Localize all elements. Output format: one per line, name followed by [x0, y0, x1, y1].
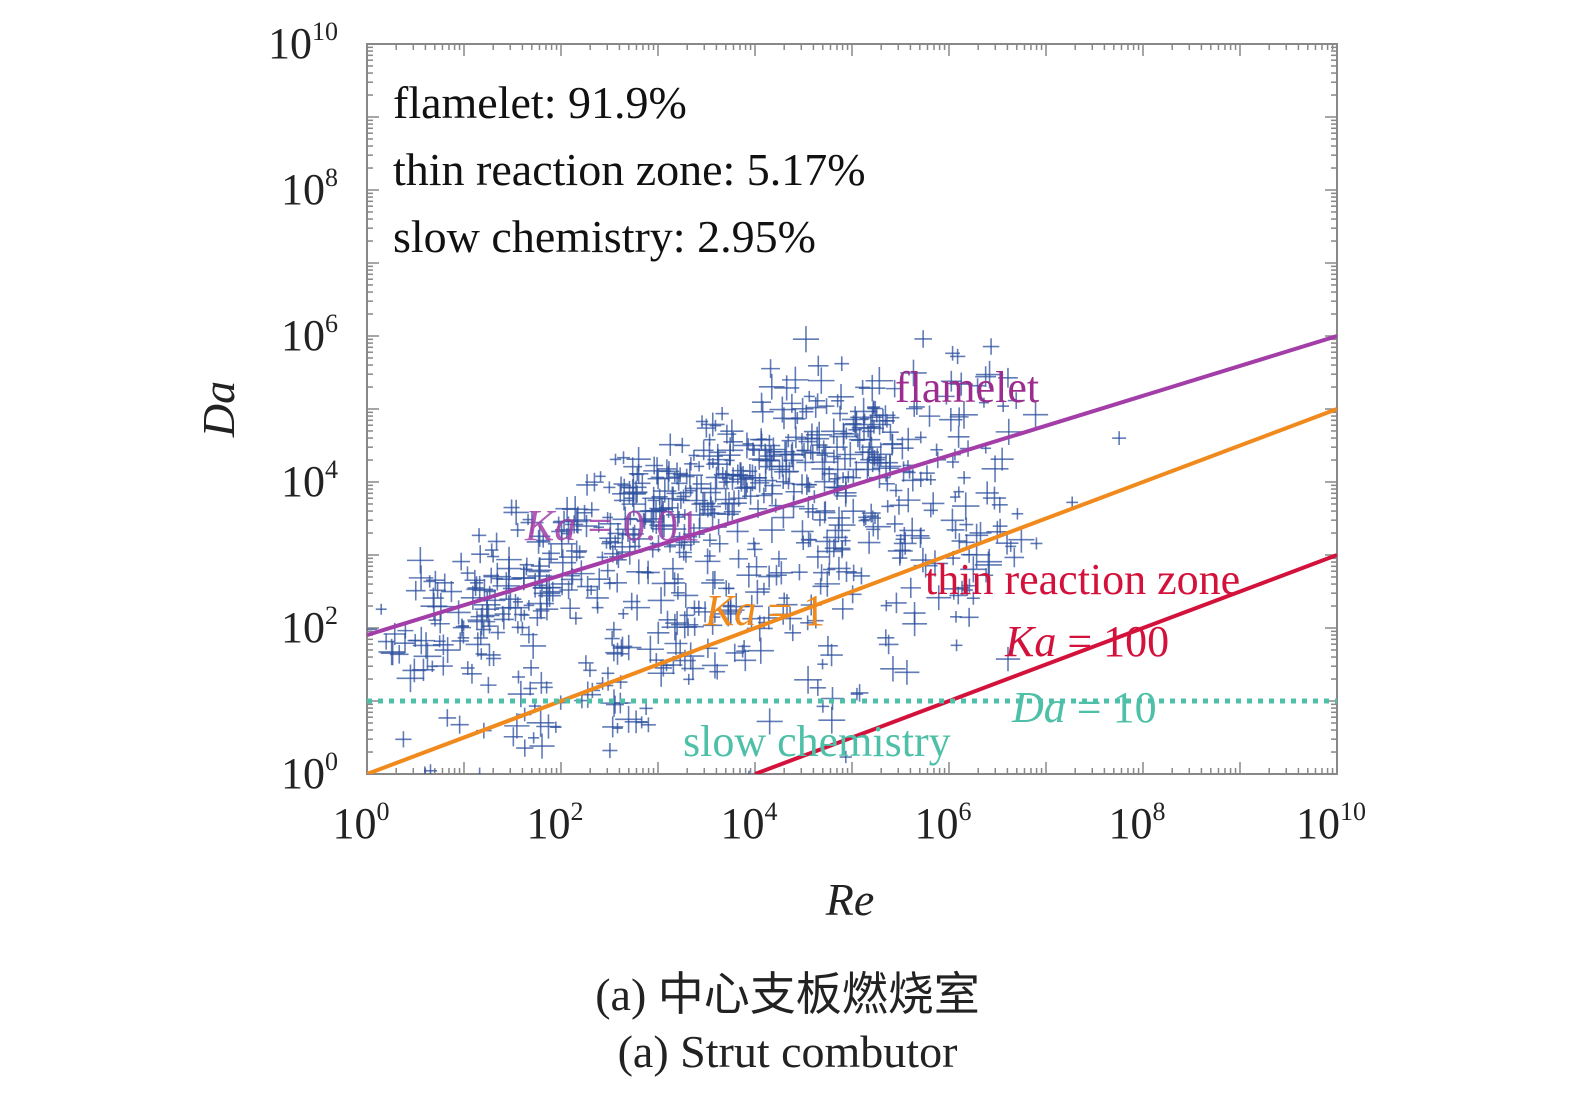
- y-tick-label: 106: [281, 309, 338, 360]
- line-label-da-10: Da = 10: [1011, 683, 1157, 732]
- stat-flamelet: flamelet: 91.9%: [393, 77, 687, 128]
- region-label-slow-chemistry: slow chemistry: [683, 717, 951, 766]
- line-label-ka-0-01: Ka = 0.01: [524, 501, 700, 550]
- region-label-thin-reaction-zone: thin reaction zone: [925, 555, 1240, 604]
- y-tick-label: 108: [281, 163, 338, 214]
- x-tick-label: 104: [721, 797, 778, 848]
- y-tick-label: 1010: [268, 17, 338, 68]
- y-tick-label: 100: [281, 747, 338, 798]
- x-axis-title: Re: [825, 874, 875, 925]
- boundary-line: [754, 553, 1337, 774]
- x-tick-label: 100: [333, 797, 390, 848]
- x-tick-label: 1010: [1296, 797, 1366, 848]
- axis-ticks: 100 102 104 106 108 1010 100 102 104 106 108 1010: [268, 17, 1366, 848]
- x-tick-label: 108: [1109, 797, 1166, 848]
- boundary-line: [367, 407, 1337, 774]
- boundary-lines: [367, 334, 1337, 774]
- caption-english: (a) Strut combutor: [617, 1026, 958, 1077]
- x-tick-label: 102: [527, 797, 584, 848]
- line-label-ka-100: Ka = 100: [1004, 617, 1169, 666]
- y-axis-title: Da: [193, 381, 244, 438]
- line-label-ka-1: Ka = 1: [704, 586, 825, 635]
- stat-thin-reaction-zone: thin reaction zone: 5.17%: [393, 144, 866, 195]
- caption-chinese: (a) 中心支板燃烧室: [595, 969, 980, 1020]
- boundary-line: [367, 334, 1337, 637]
- x-tick-label: 106: [915, 797, 972, 848]
- region-label-flamelet: flamelet: [895, 363, 1039, 412]
- y-tick-label: 104: [281, 455, 338, 506]
- y-tick-label: 102: [281, 601, 338, 652]
- stat-slow-chemistry: slow chemistry: 2.95%: [393, 211, 816, 262]
